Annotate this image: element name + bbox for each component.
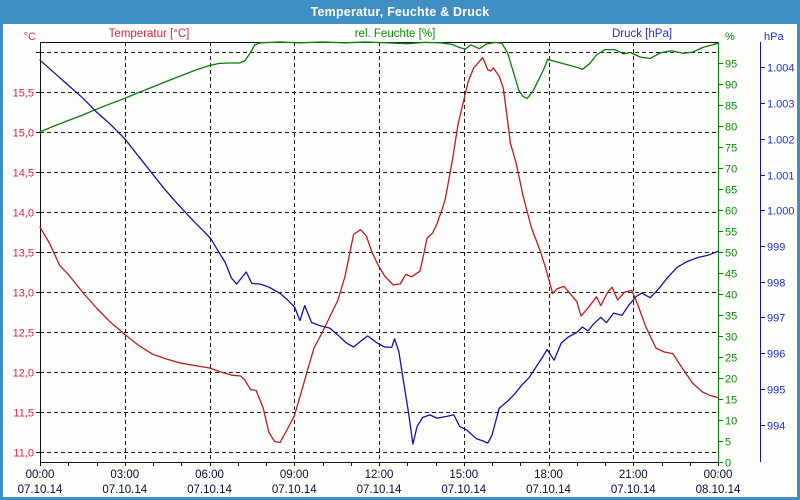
pressure-tick-label: 1.001	[767, 171, 795, 183]
x-date-label: 07.10.14	[526, 484, 571, 496]
humidity-tick-label: 40	[725, 290, 737, 302]
x-date-label: 07.10.14	[441, 484, 486, 496]
legend-humidity-label: rel. Feuchte [%]	[354, 28, 436, 40]
humidity-tick-label: 0	[725, 458, 731, 470]
x-time-label: 06:00	[195, 469, 224, 481]
pressure-axis-title: hPa	[764, 31, 784, 43]
humidity-tick-label: 20	[725, 374, 737, 386]
humidity-tick-label: 70	[725, 164, 737, 176]
temperature-tick-label: 12,5	[13, 328, 34, 340]
rel-feuchte-series-line	[39, 41, 719, 133]
humidity-tick-label: 50	[725, 248, 737, 260]
humidity-tick-label: 55	[725, 227, 737, 239]
pressure-tick-label: 1.004	[767, 63, 795, 75]
temperature-tick-label: 11,5	[13, 408, 34, 420]
x-time-label: 18:00	[534, 469, 563, 481]
temperature-tick-label: 15,0	[13, 128, 34, 140]
temperature-tick-label: 14,5	[13, 168, 34, 180]
window-frame-left	[0, 0, 3, 500]
x-date-label: 07.10.14	[187, 484, 232, 496]
temperature-tick-label: 13,5	[13, 248, 34, 260]
pressure-tick-label: 998	[767, 278, 785, 290]
humidity-tick-label: 45	[725, 269, 737, 281]
x-date-label: 07.10.14	[357, 484, 402, 496]
humidity-tick-label: 35	[725, 311, 737, 323]
humidity-tick-label: 15	[725, 395, 737, 407]
pressure-tick-label: 1.002	[767, 135, 795, 147]
humidity-tick-label: 60	[725, 206, 737, 218]
x-time-label: 15:00	[449, 469, 478, 481]
humidity-axis-title: %	[725, 31, 735, 43]
temperature-tick-label: 14,0	[13, 208, 34, 220]
x-time-label: 00:00	[26, 469, 55, 481]
legend-pressure-label: Druck [hPa]	[611, 28, 673, 40]
pressure-tick-label: 994	[767, 421, 785, 433]
temperature-axis-title: °C	[24, 31, 36, 43]
x-date-label: 07.10.14	[611, 484, 656, 496]
x-time-label: 12:00	[365, 469, 394, 481]
x-time-label: 03:00	[110, 469, 139, 481]
pressure-tick-label: 995	[767, 385, 785, 397]
pressure-tick-label: 999	[767, 242, 785, 254]
humidity-tick-label: 90	[725, 80, 737, 92]
title-bar: Temperatur, Feuchte & Druck	[0, 0, 800, 24]
temperatur-series-line	[39, 56, 719, 444]
window-frame-right	[797, 0, 800, 500]
pressure-tick-label: 1.000	[767, 206, 795, 218]
humidity-tick-label: 10	[725, 416, 737, 428]
temperature-tick-label: 13,0	[13, 288, 34, 300]
window-frame-bottom	[0, 497, 800, 500]
pressure-tick-label: 996	[767, 349, 785, 361]
pressure-tick-label: 1.003	[767, 99, 795, 111]
temperature-tick-label: 12,0	[13, 368, 34, 380]
pressure-tick-label: 997	[767, 313, 785, 325]
window-title: Temperatur, Feuchte & Druck	[310, 5, 490, 19]
humidity-tick-label: 95	[725, 59, 737, 71]
humidity-tick-label: 5	[725, 437, 731, 449]
legend-temperature-label: Temperatur [°C]	[108, 28, 190, 40]
x-date-label: 08.10.14	[696, 484, 741, 496]
x-time-label: 09:00	[280, 469, 309, 481]
humidity-tick-label: 75	[725, 143, 737, 155]
temperature-tick-label: 15,5	[13, 88, 34, 100]
humidity-tick-label: 80	[725, 122, 737, 134]
x-date-label: 07.10.14	[272, 484, 317, 496]
humidity-tick-label: 85	[725, 101, 737, 113]
x-time-label: 00:00	[704, 469, 733, 481]
x-date-label: 07.10.14	[102, 484, 147, 496]
humidity-tick-label: 25	[725, 353, 737, 365]
humidity-tick-label: 65	[725, 185, 737, 197]
x-date-label: 07.10.14	[18, 484, 63, 496]
humidity-tick-label: 30	[725, 332, 737, 344]
druck-series-line	[39, 59, 719, 445]
x-time-label: 21:00	[619, 469, 648, 481]
temperature-tick-label: 11,0	[13, 448, 34, 460]
